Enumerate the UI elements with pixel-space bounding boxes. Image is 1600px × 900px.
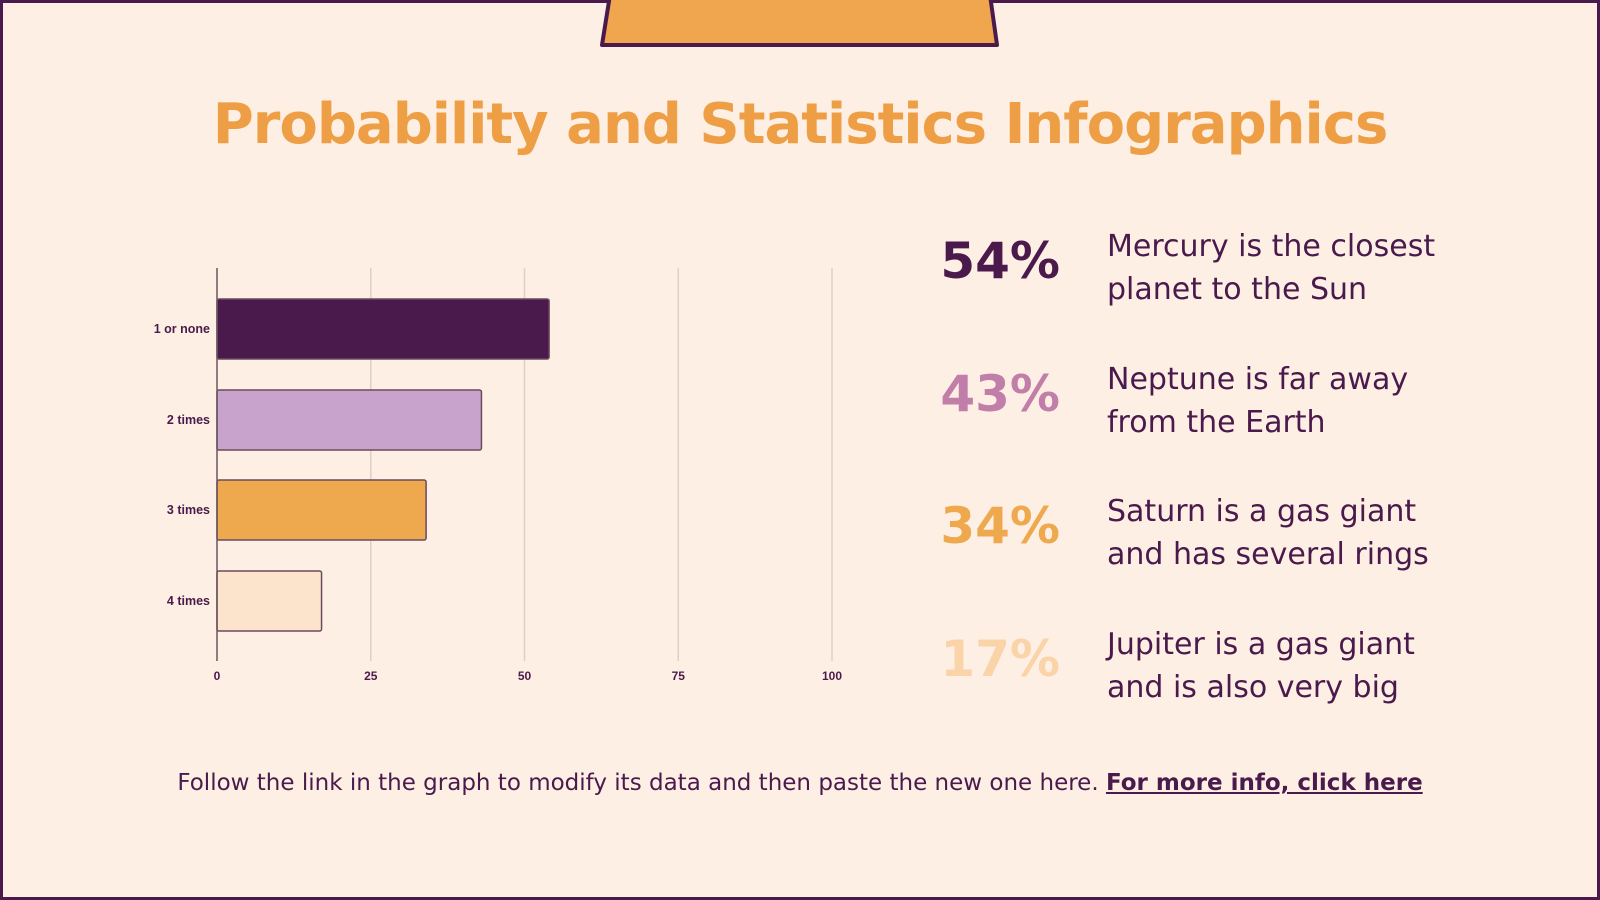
bar xyxy=(216,570,323,632)
stat-percent: 43% xyxy=(940,365,1060,423)
stat-description: Neptune is far away from the Earth xyxy=(1107,358,1408,444)
bar-chart: 0 25 50 75 100 1 or none 2 times 3 times 4 times xyxy=(154,268,842,683)
stat-percent: 17% xyxy=(940,630,1060,688)
stat-line: and has several rings xyxy=(1107,537,1429,572)
stat-line: Saturn is a gas giant xyxy=(1107,494,1417,529)
category-label: 4 times xyxy=(167,594,210,608)
stat-row: 54% Mercury is the closest planet to the … xyxy=(900,229,1500,333)
stat-description: Saturn is a gas giant and has several rin… xyxy=(1107,490,1429,576)
category-label: 1 or none xyxy=(154,322,210,336)
footer: Follow the link in the graph to modify i… xyxy=(0,770,1600,796)
bar xyxy=(216,479,427,541)
stat-line: Jupiter is a gas giant xyxy=(1107,627,1415,662)
category-label: 2 times xyxy=(167,413,210,427)
x-tick-label: 100 xyxy=(822,669,842,683)
stat-description: Mercury is the closest planet to the Sun xyxy=(1107,225,1435,311)
x-tick-label: 0 xyxy=(214,669,221,683)
stat-row: 43% Neptune is far away from the Earth xyxy=(900,362,1500,466)
bar xyxy=(216,298,550,360)
page-title: Probability and Statistics Infographics xyxy=(212,92,1389,157)
stat-description: Jupiter is a gas giant and is also very b… xyxy=(1107,623,1415,709)
x-tick-label: 75 xyxy=(672,669,686,683)
category-label: 3 times xyxy=(167,503,210,517)
stat-row: 17% Jupiter is a gas giant and is also ve… xyxy=(900,627,1500,731)
stat-line: from the Earth xyxy=(1107,405,1326,440)
stat-line: Mercury is the closest xyxy=(1107,229,1436,264)
stat-percent: 34% xyxy=(940,497,1060,555)
stat-line: Neptune is far away xyxy=(1107,362,1409,397)
bar xyxy=(216,389,483,451)
stat-line: and is also very big xyxy=(1107,670,1399,705)
stat-row: 34% Saturn is a gas giant and has several… xyxy=(900,494,1500,598)
footer-text: Follow the link in the graph to modify i… xyxy=(177,770,1106,796)
stat-line: planet to the Sun xyxy=(1107,272,1368,307)
stat-percent: 54% xyxy=(940,232,1060,290)
x-tick-label: 25 xyxy=(364,669,378,683)
more-info-link[interactable]: For more info, click here xyxy=(1105,770,1423,796)
top-tab-decoration xyxy=(600,0,999,47)
x-tick-label: 50 xyxy=(518,669,532,683)
